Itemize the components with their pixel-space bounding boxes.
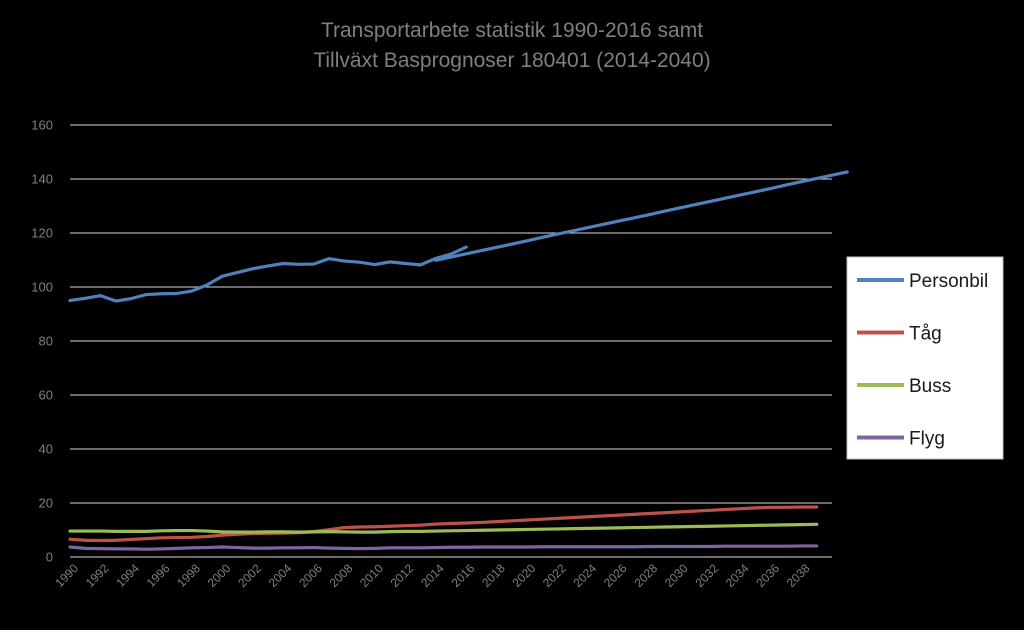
legend-box bbox=[846, 256, 1004, 460]
y-tick-label: 40 bbox=[39, 442, 53, 457]
y-tick-label: 100 bbox=[31, 280, 53, 295]
y-tick-label: 160 bbox=[31, 118, 53, 133]
series-tåg bbox=[68, 505, 819, 543]
legend: Personbil Tåg Buss Flyg bbox=[846, 256, 1004, 460]
chart-title-line-1: Transportarbete statistik 1990-2016 samt bbox=[321, 19, 703, 42]
y-tick-label: 120 bbox=[31, 226, 53, 241]
y-axis-tick-labels: 0 20 40 60 80 100 120 140 160 bbox=[31, 118, 53, 565]
legend-item: Buss bbox=[857, 376, 951, 397]
series-line bbox=[68, 505, 819, 543]
y-tick-label: 20 bbox=[39, 496, 53, 511]
series-personbil bbox=[68, 170, 849, 303]
series-lines bbox=[68, 170, 849, 551]
series-line bbox=[68, 245, 468, 303]
y-tick-label: 80 bbox=[39, 334, 53, 349]
chart-title: Transportarbete statistik 1990-2016 samt… bbox=[313, 19, 710, 72]
y-tick-label: 60 bbox=[39, 388, 53, 403]
series-buss bbox=[68, 522, 819, 534]
legend-items: Personbil Tåg Buss Flyg bbox=[857, 271, 988, 450]
series-line bbox=[68, 522, 819, 534]
y-tick-label: 140 bbox=[31, 172, 53, 187]
legend-item: Flyg bbox=[857, 429, 945, 450]
y-tick-label: 0 bbox=[46, 550, 53, 565]
gridlines bbox=[70, 124, 832, 558]
legend-label: Buss bbox=[909, 376, 951, 397]
legend-item: Tåg bbox=[857, 324, 942, 345]
chart-title-line-2: Tillväxt Basprognoser 180401 (2014-2040) bbox=[313, 49, 710, 72]
series-flyg bbox=[68, 544, 819, 551]
series-line bbox=[68, 544, 819, 551]
legend-label: Flyg bbox=[909, 429, 945, 450]
legend-label: Personbil bbox=[909, 271, 988, 292]
legend-item: Personbil bbox=[857, 271, 988, 292]
series-line bbox=[434, 170, 849, 262]
legend-label: Tåg bbox=[909, 324, 942, 345]
